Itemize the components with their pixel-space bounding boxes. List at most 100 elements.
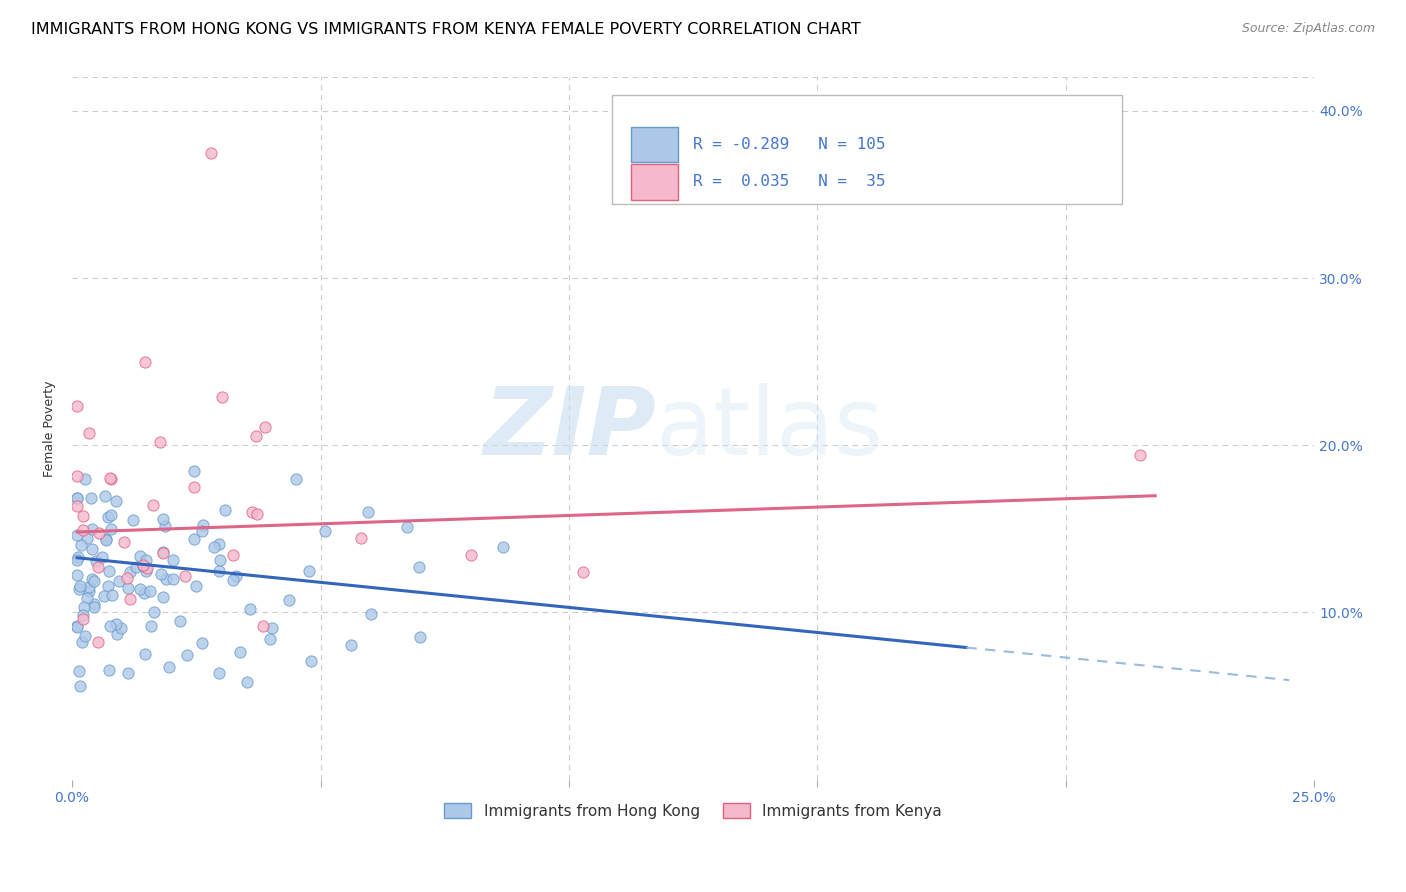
Point (132, 558, 155, 573)
Point (82, 542, 104, 557)
Text: R = -0.289   N = 105: R = -0.289 N = 105 (693, 136, 886, 152)
Point (259, 632, 281, 646)
Point (104, 617, 127, 632)
Legend: Immigrants from Hong Kong, Immigrants from Kenya: Immigrants from Hong Kong, Immigrants fr… (437, 797, 949, 824)
Point (93, 589, 115, 603)
Point (152, 544, 174, 558)
Point (66, 491, 89, 505)
Point (221, 549, 243, 563)
Text: Source: ZipAtlas.com: Source: ZipAtlas.com (1241, 22, 1375, 36)
Point (314, 524, 336, 538)
FancyBboxPatch shape (631, 127, 678, 161)
Point (183, 464, 205, 478)
Point (191, 524, 214, 538)
Point (72, 635, 94, 649)
Point (150, 566, 173, 581)
Point (350, 531, 373, 545)
Point (229, 645, 252, 659)
Point (183, 532, 205, 546)
Point (117, 581, 139, 595)
Point (120, 592, 142, 607)
Point (124, 560, 146, 574)
Point (284, 472, 307, 486)
Point (84, 554, 107, 568)
Point (73, 629, 96, 643)
Point (135, 561, 157, 575)
Point (80, 572, 103, 586)
Point (118, 566, 141, 580)
Point (492, 540, 515, 554)
Point (135, 552, 157, 566)
Point (1129, 448, 1152, 462)
Point (202, 541, 225, 555)
Y-axis label: Female Poverty: Female Poverty (44, 380, 56, 476)
Point (94, 489, 117, 503)
Point (72, 608, 94, 623)
Point (207, 564, 229, 578)
Point (98, 564, 121, 578)
Point (252, 619, 274, 633)
Point (87, 560, 110, 574)
Point (162, 572, 184, 586)
Point (72, 508, 94, 523)
Point (299, 654, 322, 668)
Point (242, 505, 264, 519)
Point (72, 612, 94, 626)
Point (98, 471, 121, 485)
Point (152, 546, 174, 560)
Point (186, 579, 208, 593)
Point (87, 634, 110, 648)
Point (66, 619, 89, 633)
Point (131, 559, 153, 574)
Point (139, 583, 162, 598)
Point (77, 584, 100, 599)
Point (209, 553, 232, 567)
Point (97, 579, 120, 593)
Point (157, 659, 180, 673)
Point (152, 512, 174, 526)
Point (253, 420, 276, 434)
Point (110, 621, 132, 635)
Point (69, 579, 91, 593)
Point (98, 663, 121, 677)
Point (100, 522, 122, 536)
Point (83, 574, 105, 588)
Point (66, 499, 89, 513)
Point (90, 550, 112, 565)
Point (96, 532, 118, 546)
Point (134, 648, 156, 662)
Point (222, 573, 245, 587)
Point (191, 636, 214, 650)
Point (225, 568, 247, 582)
Point (200, 145, 222, 160)
Point (169, 614, 191, 628)
Point (77, 580, 100, 594)
Point (214, 502, 236, 516)
Point (356, 506, 378, 520)
Point (142, 498, 165, 512)
Point (208, 665, 231, 680)
Point (211, 391, 233, 405)
Point (66, 567, 89, 582)
Text: R =  0.035   N =  35: R = 0.035 N = 35 (693, 175, 886, 189)
Point (277, 592, 299, 607)
Point (191, 518, 214, 533)
Point (174, 569, 197, 583)
FancyBboxPatch shape (613, 95, 1122, 204)
Point (83, 600, 105, 615)
Point (66, 491, 89, 505)
Point (83, 597, 105, 611)
Point (89, 525, 111, 540)
Point (298, 564, 321, 578)
Text: atlas: atlas (655, 383, 884, 475)
Point (66, 528, 89, 542)
Point (117, 665, 139, 680)
Point (66, 553, 89, 567)
Point (162, 553, 184, 567)
Point (260, 622, 283, 636)
Point (208, 536, 231, 550)
Point (139, 619, 162, 633)
Point (143, 605, 166, 619)
Point (246, 507, 269, 521)
Point (77, 426, 100, 441)
